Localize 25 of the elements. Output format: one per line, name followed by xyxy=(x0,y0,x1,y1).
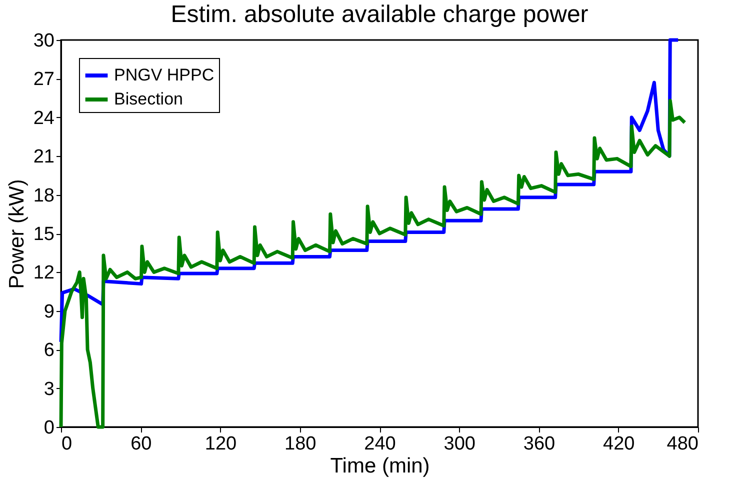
y-tick-label: 0 xyxy=(44,418,54,438)
x-tick-label: 420 xyxy=(603,434,635,454)
x-tick-label: 60 xyxy=(130,434,152,454)
y-tick-label: 15 xyxy=(33,224,54,245)
y-tick-label: 24 xyxy=(33,108,55,129)
x-tick-label: 240 xyxy=(364,434,396,454)
x-tick-label: 120 xyxy=(204,434,237,454)
x-tick-label: 300 xyxy=(444,434,476,454)
x-axis-title: Time (min) xyxy=(330,454,430,478)
x-tick-label: 480 xyxy=(666,434,698,454)
y-tick-label: 12 xyxy=(33,262,54,284)
y-tick-label: 27 xyxy=(33,69,54,90)
y-axis-title: Power (kW) xyxy=(5,179,28,289)
y-tick-label: 6 xyxy=(44,340,54,362)
y-tick-label: 21 xyxy=(33,146,54,168)
legend-label: Bisection xyxy=(114,90,183,108)
x-tick-label: 180 xyxy=(284,434,316,454)
x-tick-label: 360 xyxy=(523,434,556,454)
y-tick-label: 30 xyxy=(33,30,54,52)
y-tick-label: 9 xyxy=(44,301,54,322)
legend-label: PNGV HPPC xyxy=(114,66,214,84)
y-tick-label: 3 xyxy=(44,378,54,400)
y-tick-label: 18 xyxy=(33,185,54,206)
x-tick-label: 0 xyxy=(62,434,72,454)
chart-title: Estim. absolute available charge power xyxy=(170,1,588,28)
